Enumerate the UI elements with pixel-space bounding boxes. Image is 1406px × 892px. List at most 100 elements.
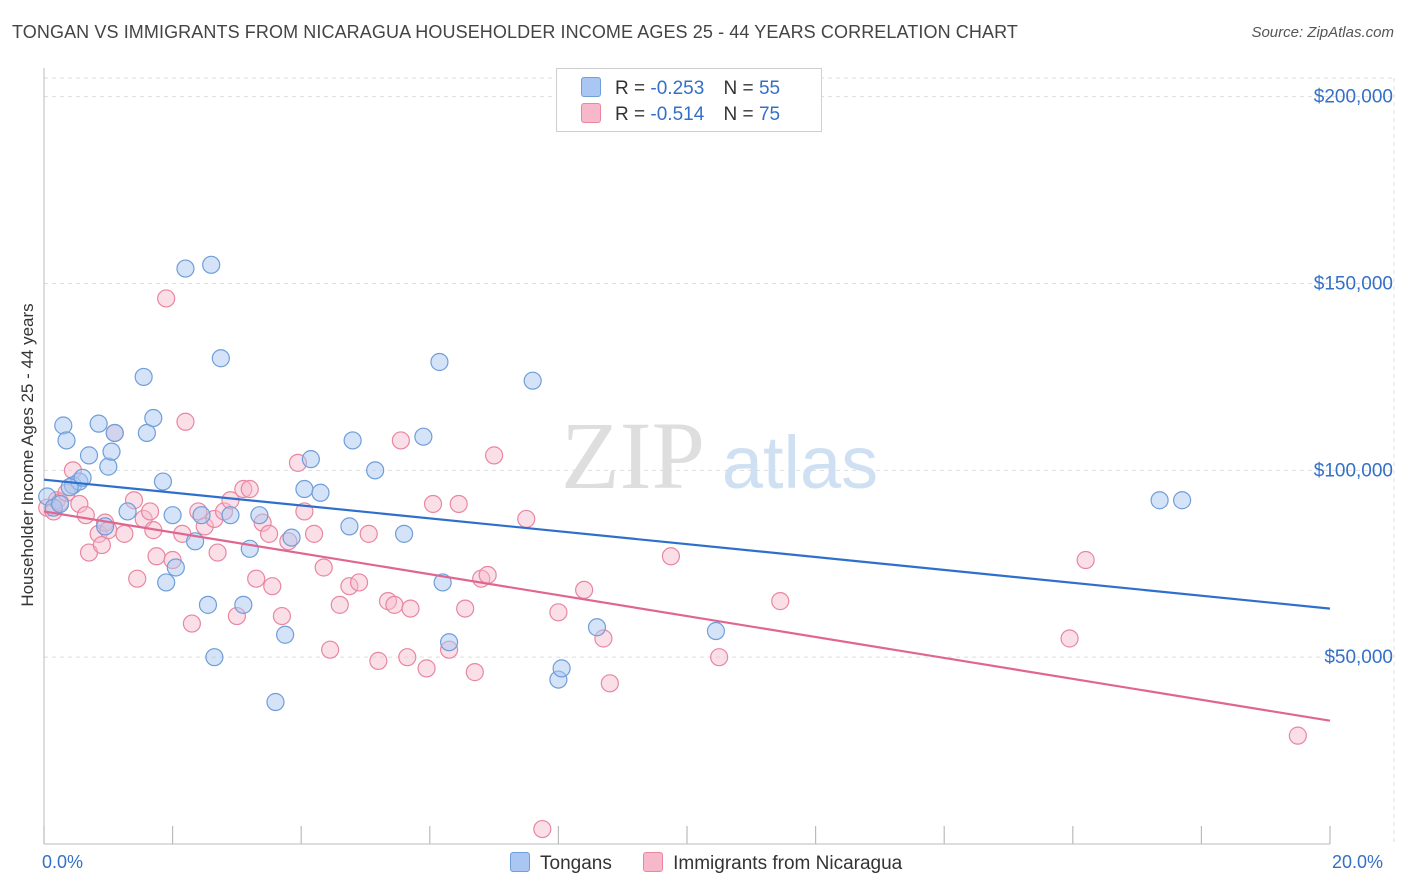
tongan-point	[57, 431, 76, 450]
tongan-point	[439, 633, 459, 652]
y-tick-label: $200,000	[1314, 87, 1393, 108]
tongan-point	[202, 255, 221, 274]
tongan-point	[1173, 491, 1192, 510]
nicaragua-point	[710, 648, 729, 667]
tongan-point	[282, 528, 301, 547]
nicaragua-point	[340, 577, 359, 596]
tongan-point	[166, 558, 185, 577]
tongan-point	[301, 450, 320, 469]
source-credit: Source: ZipAtlas.com	[1251, 24, 1394, 41]
y-tick-labels: $50,000 $100,000 $150,000 $200,000	[1314, 87, 1393, 668]
legend-item-nicaragua: Immigrants from Nicaragua	[643, 852, 902, 875]
tongan-point	[414, 427, 433, 446]
nicaragua-point	[661, 547, 681, 566]
correlation-legend: R = -0.253 N = 55 R = -0.514 N = 75	[556, 68, 822, 132]
y-tick-label: $150,000	[1314, 274, 1393, 295]
nicaragua-point	[478, 565, 497, 585]
nicaragua-point	[140, 502, 160, 521]
nicaragua-point	[314, 558, 333, 577]
nicaragua-point	[259, 524, 279, 543]
nicaragua-point	[349, 573, 369, 592]
nicaragua-point	[115, 524, 134, 543]
tongan-points	[38, 255, 1192, 712]
series-legend: Tongans Immigrants from Nicaragua	[510, 852, 928, 875]
zipatlas-watermark: ZIP atlas	[561, 402, 878, 509]
tongan-point	[366, 461, 385, 480]
nicaragua-point	[1060, 629, 1079, 648]
nicaragua-point	[391, 431, 410, 450]
nicaragua-trend-line	[43, 510, 1331, 722]
legend-label-tongans: Tongans	[540, 853, 612, 874]
tongan-point	[430, 352, 449, 372]
tongan-point	[221, 506, 240, 525]
tongan-point	[211, 349, 230, 368]
nicaragua-point	[147, 547, 166, 566]
nicaragua-point	[359, 524, 378, 543]
y-tick-label: $100,000	[1314, 460, 1393, 481]
tongan-point	[394, 524, 414, 543]
nicaragua-point	[176, 412, 195, 431]
nicaragua-point	[182, 614, 201, 633]
nicaragua-point	[240, 479, 259, 499]
x-tick-label-max: 20.0%	[1332, 852, 1384, 872]
legend-swatch-tongans	[581, 77, 601, 97]
legend-n-label: N =	[723, 78, 754, 99]
tongan-point	[276, 625, 295, 644]
nicaragua-point	[70, 494, 89, 514]
tongan-point	[118, 502, 137, 521]
nicaragua-point	[533, 819, 552, 839]
tongan-point	[176, 259, 195, 278]
trend-lines	[43, 478, 1331, 722]
tongan-point	[153, 472, 173, 491]
nicaragua-point	[385, 595, 404, 614]
nicaragua-point	[128, 569, 147, 588]
nicaragua-point	[1076, 550, 1095, 570]
tongan-point	[79, 446, 99, 465]
tongan-point	[157, 573, 176, 592]
nicaragua-point	[517, 509, 536, 529]
tongan-point	[343, 431, 362, 450]
nicaragua-point	[92, 535, 111, 555]
nicaragua-point	[234, 479, 253, 499]
nicaragua-points	[38, 289, 1307, 839]
tongan-point	[523, 371, 542, 390]
gridlines	[44, 77, 1395, 844]
nicaragua-point	[247, 569, 266, 588]
tongan-point	[134, 367, 153, 387]
nicaragua-point	[1288, 726, 1307, 745]
x-tick-label-min: 0.0%	[42, 852, 84, 872]
nicaragua-point	[549, 603, 568, 622]
tongan-point	[340, 517, 359, 536]
y-tick-label: $50,000	[1324, 647, 1393, 668]
tongan-trend-line	[43, 478, 1331, 610]
tongan-point	[433, 573, 452, 592]
tongan-point	[50, 494, 70, 514]
nicaragua-point	[465, 663, 484, 682]
legend-swatch-nicaragua	[643, 852, 664, 872]
legend-r-value: -0.514	[650, 104, 705, 125]
legend-n-value: 55	[758, 78, 781, 99]
tongan-point	[205, 648, 224, 667]
tongan-point	[198, 595, 218, 614]
nicaragua-point	[321, 640, 340, 659]
nicaragua-point	[771, 592, 790, 611]
nicaragua-point	[449, 494, 468, 514]
nicaragua-point	[485, 446, 504, 465]
tongan-point	[1150, 491, 1169, 510]
tongan-point	[105, 423, 124, 443]
tongan-point	[250, 506, 269, 525]
nicaragua-point	[157, 289, 176, 308]
nicaragua-point	[398, 648, 417, 667]
legend-r-label: R =	[615, 104, 646, 125]
tongan-point	[192, 506, 211, 525]
tongan-point	[587, 618, 607, 637]
tongan-point	[54, 416, 73, 435]
nicaragua-point	[304, 524, 324, 543]
nicaragua-point	[575, 580, 594, 600]
legend-row-nicaragua: R = -0.514 N = 75	[581, 103, 780, 126]
tongan-point	[234, 595, 253, 614]
tongan-point	[89, 414, 108, 433]
tongan-point	[144, 408, 163, 428]
legend-row-tongans: R = -0.253 N = 55	[581, 77, 780, 100]
